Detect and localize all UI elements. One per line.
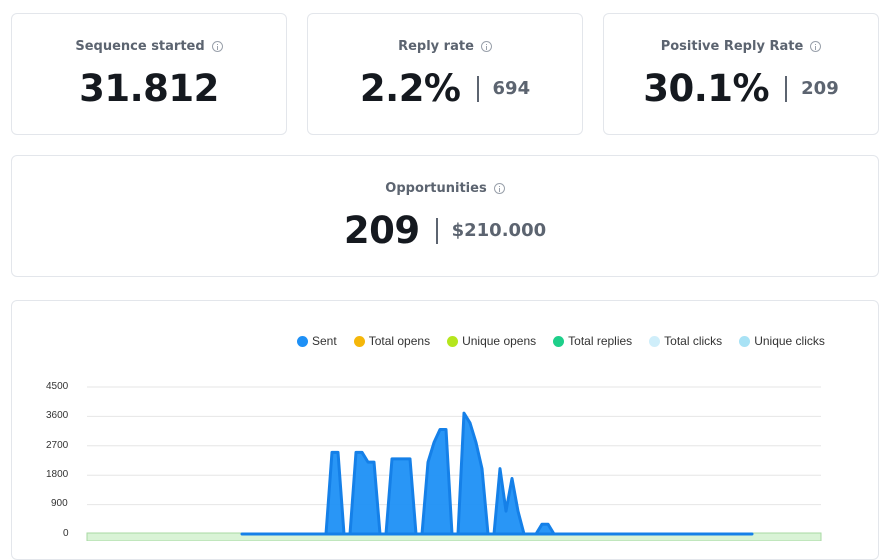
chart-series — [242, 413, 752, 534]
series-sent-area — [242, 413, 752, 534]
chart-plot — [0, 0, 893, 541]
chart-gridlines — [87, 387, 821, 541]
